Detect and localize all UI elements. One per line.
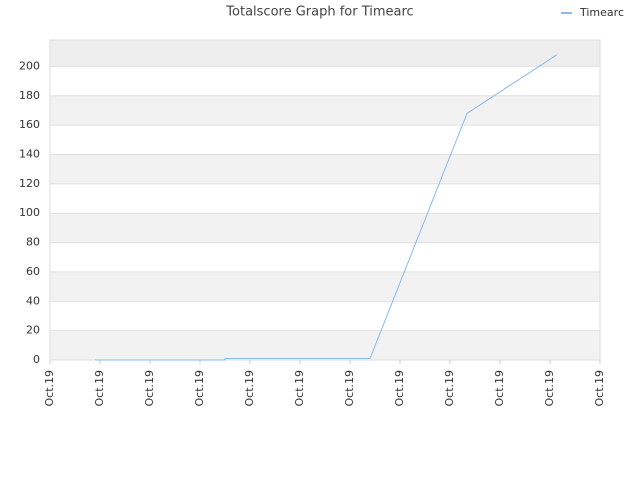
plot-border xyxy=(49,39,601,361)
plot-band xyxy=(50,40,600,67)
x-tick-label: Oct.19 xyxy=(593,370,606,407)
y-tick-label: 180 xyxy=(19,89,40,102)
x-tick-label: Oct.19 xyxy=(343,370,356,407)
y-tick-label: 100 xyxy=(19,206,40,219)
x-tick-label: Oct.19 xyxy=(543,370,556,407)
legend-label: Timearc xyxy=(579,6,624,19)
chart-title: Totalscore Graph for Timearc xyxy=(225,5,413,20)
x-tick-label: Oct.19 xyxy=(393,370,406,407)
x-tick-label: Oct.19 xyxy=(43,370,56,407)
y-tick-label: 60 xyxy=(26,265,40,278)
y-tick-label: 20 xyxy=(26,324,40,337)
plot-band xyxy=(50,271,600,302)
plot-band xyxy=(50,154,600,184)
x-tick-label: Oct.19 xyxy=(93,370,106,407)
y-tick-label: 120 xyxy=(19,177,40,190)
x-tick-label: Oct.19 xyxy=(193,370,206,407)
x-tick-label: Oct.19 xyxy=(243,370,256,407)
y-tick-label: 160 xyxy=(19,118,40,131)
y-tick-label: 80 xyxy=(26,236,40,249)
y-tick-label: 200 xyxy=(19,59,40,72)
plot-band xyxy=(50,213,600,243)
y-tick-label: 0 xyxy=(33,353,40,366)
x-tick-label: Oct.19 xyxy=(493,370,506,407)
plot-band xyxy=(50,95,600,126)
y-tick-label: 40 xyxy=(26,294,40,307)
plot-band xyxy=(50,330,600,360)
x-tick-label: Oct.19 xyxy=(143,370,156,407)
x-tick-label: Oct.19 xyxy=(443,370,456,407)
y-tick-label: 140 xyxy=(19,147,40,160)
x-tick-label: Oct.19 xyxy=(293,370,306,407)
series-line xyxy=(95,54,558,361)
plot-background xyxy=(50,40,600,360)
